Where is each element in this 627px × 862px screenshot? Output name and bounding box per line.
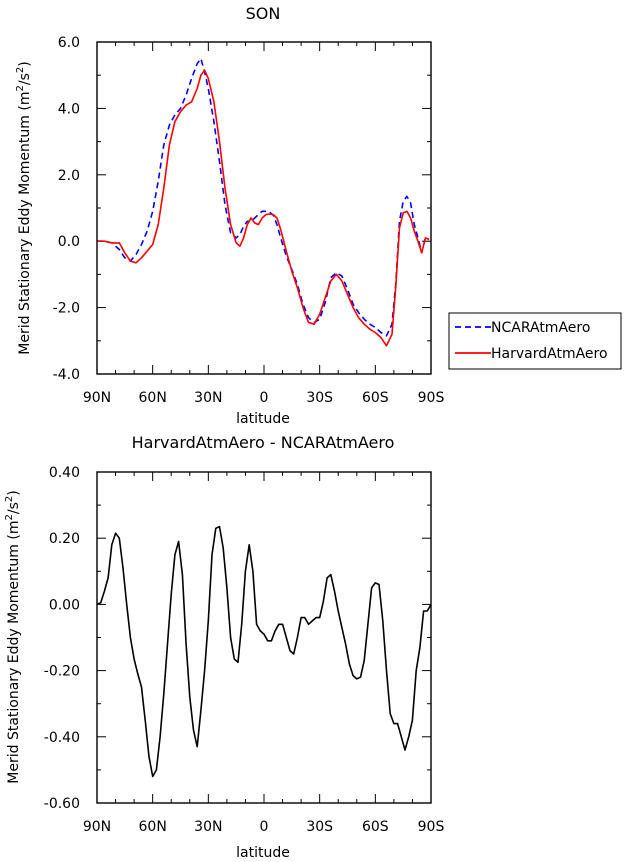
y-tick-label: 4.0 xyxy=(58,101,80,117)
x-tick-label: 30N xyxy=(194,390,222,406)
legend-label-ncar: NCARAtmAero xyxy=(491,320,590,336)
chart-top-title: SON xyxy=(246,4,281,23)
y-tick-label: -0.20 xyxy=(44,664,80,680)
x-tick-label: 30N xyxy=(194,819,222,835)
chart-bottom-ylabel-main: Merid Stationary Eddy Momentum (m xyxy=(6,521,22,784)
x-tick-label: 0 xyxy=(260,819,269,835)
x-tick-label: 60N xyxy=(139,819,167,835)
legend-label-harvard: HarvardAtmAero xyxy=(491,346,608,362)
y-tick-label: -2.0 xyxy=(53,301,80,317)
x-tick-label: 30S xyxy=(306,819,333,835)
y-tick-label: -4.0 xyxy=(53,367,80,383)
x-tick-label: 60S xyxy=(362,819,389,835)
chart-bottom-ylabel-sup2: 2 xyxy=(4,496,15,502)
chart-bottom-ylabel: Merid Stationary Eddy Momentum (m2/s2) xyxy=(4,490,22,783)
chart-top-ylabel-sup1: 2 xyxy=(15,85,26,91)
y-tick-label: 2.0 xyxy=(58,168,80,184)
series-line-top-harvardatmaero xyxy=(97,69,430,347)
y-tick-label: -0.60 xyxy=(44,796,80,812)
chart-top-xlabel: latitude xyxy=(236,411,290,427)
x-tick-label: 60N xyxy=(139,390,167,406)
x-tick-label: 90S xyxy=(418,819,445,835)
chart-bottom-ylabel-sup1: 2 xyxy=(4,514,15,520)
chart-top-legend: NCARAtmAero HarvardAtmAero xyxy=(448,312,622,370)
chart-bottom-xlabel: latitude xyxy=(236,845,290,861)
chart-bottom-ylabel-mid: /s xyxy=(6,502,22,514)
y-tick-label: 0.00 xyxy=(49,597,80,613)
chart-top-frame xyxy=(96,41,432,375)
y-tick-label: 0.40 xyxy=(49,465,80,481)
x-tick-label: 90N xyxy=(83,390,111,406)
chart-top-plot-area: 90N 60N 30N 0 30S 60S 90S -4.0 -2.0 0.0 2.0 4.0 6.0 xyxy=(53,35,445,406)
chart-top-ylabel-mid: /s xyxy=(17,73,33,85)
x-tick-label: 30S xyxy=(306,390,333,406)
y-tick-label: -0.40 xyxy=(44,730,80,746)
chart-top-ylabel-end: ) xyxy=(17,61,33,66)
x-tick-label: 0 xyxy=(260,390,269,406)
chart-bottom: HarvardAtmAero - NCARAtmAero 90N 60N 30N 0 3… xyxy=(4,433,444,861)
series-line-top-ncaratmaero xyxy=(97,57,430,337)
chart-top: SON 90N 60N 30N 0 30S 60S 90S -4.0 -2.0 0.0 2.0 4.0… xyxy=(15,4,622,427)
legend-box xyxy=(448,312,622,370)
chart-bottom-frame xyxy=(96,471,432,804)
y-tick-label: 0.20 xyxy=(49,531,80,547)
x-tick-label: 60S xyxy=(362,390,389,406)
chart-top-ylabel: Merid Stationary Eddy Momentum (m2/s2) xyxy=(15,61,33,354)
chart-bottom-ylabel-end: ) xyxy=(6,490,22,495)
y-tick-label: 6.0 xyxy=(58,35,80,51)
x-tick-label: 90S xyxy=(418,390,445,406)
x-tick-label: 90N xyxy=(83,819,111,835)
chart-bottom-plot-area: 90N 60N 30N 0 30S 60S 90S -0.60 -0.40 -0.20 0.00 0.… xyxy=(44,465,445,835)
chart-top-ylabel-sup2: 2 xyxy=(15,67,26,73)
chart-top-ylabel-main: Merid Stationary Eddy Momentum (m xyxy=(17,92,33,355)
series-line-bottom-0 xyxy=(96,525,432,778)
chart-bottom-title: HarvardAtmAero - NCARAtmAero xyxy=(132,433,395,452)
y-tick-label: 0.0 xyxy=(58,234,80,250)
